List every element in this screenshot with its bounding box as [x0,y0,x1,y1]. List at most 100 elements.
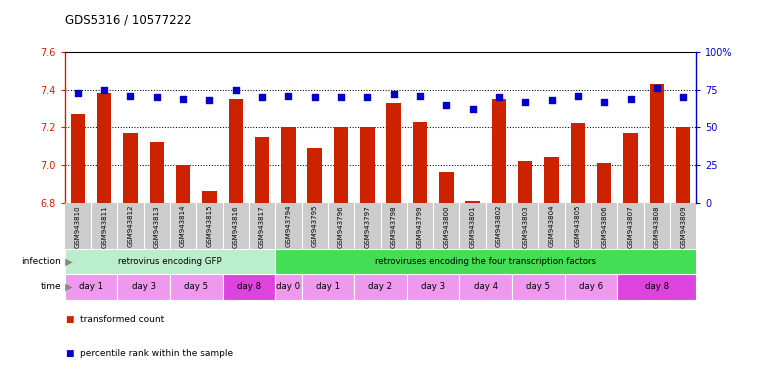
Bar [617,275,696,300]
Bar [275,275,301,300]
Point [124,93,136,99]
Point [493,94,505,100]
Text: transformed count: transformed count [80,315,164,324]
Text: GSM943802: GSM943802 [496,205,502,247]
Text: GSM943801: GSM943801 [470,205,476,248]
Text: retroviruses encoding the four transcription factors: retroviruses encoding the four transcrip… [375,257,597,266]
Bar [123,133,138,203]
Text: GSM943809: GSM943809 [680,205,686,248]
Bar [492,99,506,203]
Text: GSM943800: GSM943800 [444,205,449,248]
Text: GSM943794: GSM943794 [285,205,291,247]
Bar [623,133,638,203]
Bar [354,275,407,300]
Point [151,94,163,100]
Text: day 2: day 2 [368,283,393,291]
Bar [117,275,170,300]
Point [651,85,663,91]
Bar [676,127,690,203]
Point [677,94,689,100]
Point [625,96,637,102]
Bar [407,275,460,300]
Point [440,101,452,108]
Bar [518,161,533,203]
Bar [460,275,512,300]
Text: GSM943815: GSM943815 [206,205,212,247]
Point [282,93,295,99]
Text: day 6: day 6 [579,283,603,291]
Text: GSM943816: GSM943816 [233,205,239,248]
Text: GSM943805: GSM943805 [575,205,581,247]
Bar [334,127,349,203]
Text: GSM943813: GSM943813 [154,205,160,248]
Bar [202,191,217,203]
Text: GSM943810: GSM943810 [75,205,81,248]
Text: GSM943798: GSM943798 [390,205,396,248]
Bar [275,249,696,275]
Point [387,91,400,97]
Bar [150,142,164,203]
Point [598,99,610,105]
Text: day 8: day 8 [237,283,261,291]
Point [361,94,374,100]
Point [203,97,215,103]
Bar [65,249,275,275]
Text: GSM943795: GSM943795 [312,205,317,247]
Bar [170,275,223,300]
Text: GSM943797: GSM943797 [365,205,371,248]
Text: ▶: ▶ [62,282,73,292]
Bar [176,165,190,203]
Text: ▶: ▶ [62,257,73,267]
Bar [97,93,111,203]
Text: retrovirus encoding GFP: retrovirus encoding GFP [118,257,221,266]
Bar [223,275,275,300]
Text: GSM943807: GSM943807 [628,205,633,248]
Text: percentile rank within the sample: percentile rank within the sample [80,349,233,358]
Point [230,86,242,93]
Bar [307,148,322,203]
Text: day 1: day 1 [79,283,103,291]
Bar [228,99,243,203]
Bar [412,122,427,203]
Point [466,106,479,112]
Text: GSM943814: GSM943814 [180,205,186,247]
Text: day 8: day 8 [645,283,669,291]
Text: day 5: day 5 [527,283,550,291]
Bar [360,127,374,203]
Text: day 1: day 1 [316,283,340,291]
Point [414,93,426,99]
Text: GSM943806: GSM943806 [601,205,607,248]
Bar [597,163,611,203]
Point [72,89,84,96]
Text: day 3: day 3 [421,283,445,291]
Bar [512,275,565,300]
Text: GSM943804: GSM943804 [549,205,555,247]
Bar [544,157,559,203]
Text: time: time [40,283,61,291]
Text: GSM943796: GSM943796 [338,205,344,248]
Point [546,97,558,103]
Bar [571,123,585,203]
Text: GSM943808: GSM943808 [654,205,660,248]
Bar [466,201,480,203]
Bar [301,275,354,300]
Text: GDS5316 / 10577222: GDS5316 / 10577222 [65,14,191,27]
Point [519,99,531,105]
Point [177,96,189,102]
Bar [255,137,269,203]
Point [309,94,321,100]
Text: GSM943803: GSM943803 [522,205,528,248]
Bar [439,172,454,203]
Text: day 5: day 5 [184,283,209,291]
Point [98,86,110,93]
Point [335,94,347,100]
Text: ■: ■ [65,315,73,324]
Text: day 4: day 4 [473,283,498,291]
Text: day 0: day 0 [276,283,301,291]
Bar [281,127,295,203]
Bar [650,84,664,203]
Text: ■: ■ [65,349,73,358]
Text: GSM943817: GSM943817 [259,205,265,248]
Point [572,93,584,99]
Text: GSM943799: GSM943799 [417,205,423,248]
